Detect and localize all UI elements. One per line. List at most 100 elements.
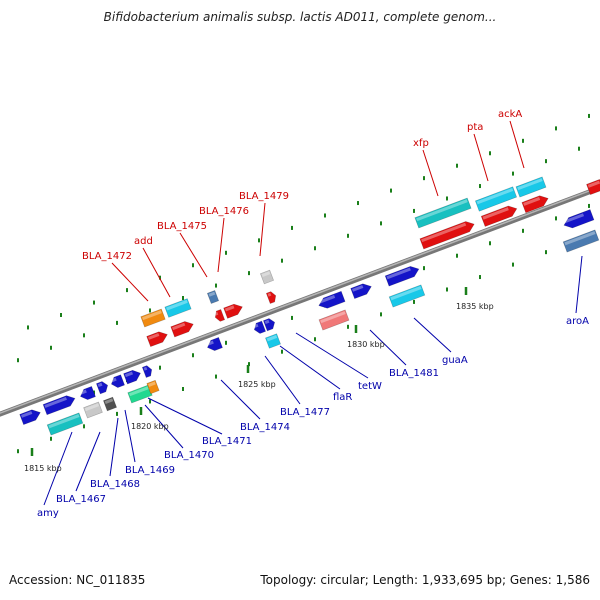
gene-feature-34[interactable] [259,269,275,285]
gene-feature-24[interactable] [164,298,192,318]
gene-feature-35[interactable] [265,290,277,304]
gene-feature-33[interactable] [223,302,245,319]
gene-highlight-17 [129,386,149,397]
gene-feature-8[interactable] [252,320,267,335]
gene-label-acka[interactable]: ackA [498,109,522,120]
gene-label-add[interactable]: add [134,236,153,247]
gene-feature-30[interactable] [146,329,170,348]
gene-feature-19[interactable] [265,333,281,349]
gene-feature-32[interactable] [213,309,226,322]
gene-feature-1[interactable] [42,393,77,416]
gene-feature-17[interactable] [127,384,153,404]
gene-highlight-26 [416,199,468,222]
leader-line-11 [124,409,136,463]
gene-highlight-9 [264,319,270,325]
gene-highlight-28 [517,178,543,191]
gene-feature-26[interactable] [414,197,472,229]
gene-highlight-12 [386,267,411,280]
gene-feature-14[interactable] [46,412,84,436]
scale-label-1825: 1825 kbp [238,380,276,389]
leader-line-15 [264,355,301,405]
gene-label-bla-1469[interactable]: BLA_1469 [125,465,175,476]
upper-gene-labels: BLA_1472 add BLA_1475 BLA_1476 BLA_1479 … [82,109,522,262]
gene-feature-10[interactable] [317,290,346,310]
gene-feature-31[interactable] [170,319,195,338]
gene-label-bla-1468[interactable]: BLA_1468 [90,479,140,490]
leader-line-14 [220,379,261,420]
gene-label-bla-1467[interactable]: BLA_1467 [56,494,106,505]
leader-line-4 [259,202,266,257]
gene-features [19,176,600,436]
gene-highlight-37 [482,207,509,220]
gene-label-flar[interactable]: flaR [333,392,352,403]
gene-highlight-16 [104,398,114,405]
label-leader-lines [43,120,583,506]
gene-feature-6[interactable] [141,364,153,378]
gene-feature-9[interactable] [262,317,276,332]
leader-line-10 [109,417,119,477]
gene-highlight-32 [214,311,219,316]
scale-label-1835: 1835 kbp [456,302,494,311]
topology-text: Topology: circular; Length: 1,933,695 bp… [260,573,590,587]
gene-highlight-23 [142,310,162,321]
gene-feature-27[interactable] [474,186,518,212]
gene-label-bla-1474[interactable]: BLA_1474 [240,422,290,433]
leader-line-12 [144,404,184,449]
gene-feature-0[interactable] [19,407,43,426]
gene-label-bla-1476[interactable]: BLA_1476 [199,206,249,217]
gene-feature-5[interactable] [123,368,143,385]
gene-label-bla-1470[interactable]: BLA_1470 [164,450,214,461]
gene-label-bla-1472[interactable]: BLA_1472 [82,251,132,262]
gene-label-bla-1477[interactable]: BLA_1477 [280,407,330,418]
gene-feature-11[interactable] [350,281,374,300]
gene-feature-16[interactable] [102,396,118,412]
lower-gene-labels: amy BLA_1467 BLA_1468 BLA_1469 BLA_1470 … [37,316,589,519]
gene-feature-37[interactable] [480,204,519,227]
leader-line-20 [575,255,583,314]
gene-feature-28[interactable] [515,176,547,198]
gene-label-aroa[interactable]: aroA [566,316,589,327]
gene-feature-38[interactable] [521,193,550,214]
scale-label-1820: 1820 kbp [131,422,169,431]
gene-highlight-31 [172,322,186,331]
gene-highlight-25 [208,291,216,297]
gene-highlight-38 [523,197,541,206]
gene-label-pta[interactable]: pta [467,122,483,133]
gene-label-guaa[interactable]: guaA [442,355,468,366]
gene-feature-23[interactable] [140,308,166,328]
gene-feature-7[interactable] [206,336,223,352]
gene-feature-4[interactable] [109,374,125,390]
leader-line-8 [43,431,73,506]
gene-feature-21[interactable] [388,284,426,308]
gene-feature-18[interactable] [146,379,160,395]
gene-feature-20[interactable] [318,309,350,331]
leader-line-19 [413,317,452,353]
gene-highlight-21 [390,286,422,301]
gene-highlight-5 [124,371,134,378]
gene-highlight-30 [147,333,160,340]
gene-highlight-0 [20,411,33,418]
gene-label-bla-1471[interactable]: BLA_1471 [202,436,252,447]
gene-label-bla-1475[interactable]: BLA_1475 [157,221,207,232]
gene-highlight-34 [261,271,271,278]
gene-highlight-7 [206,340,214,346]
gene-label-amy[interactable]: amy [37,508,59,519]
gene-label-tetw[interactable]: tetW [358,381,382,392]
gene-label-bla-1479[interactable]: BLA_1479 [239,191,289,202]
gene-label-bla-1481[interactable]: BLA_1481 [389,368,439,379]
gene-feature-15[interactable] [83,401,103,419]
gene-feature-12[interactable] [384,264,421,287]
gene-feature-36[interactable] [419,219,476,250]
leader-line-16 [279,345,341,390]
gene-highlight-19 [266,335,278,342]
gene-feature-25[interactable] [206,290,220,304]
gene-feature-3[interactable] [95,380,109,395]
gene-label-xfp[interactable]: xfp [413,138,429,149]
gene-feature-2[interactable] [79,385,96,401]
gene-feature-29[interactable] [586,178,600,196]
gene-highlight-15 [84,403,100,412]
gene-feature-22[interactable] [562,229,600,253]
gene-feature-13[interactable] [562,209,595,231]
leader-line-2 [179,232,208,278]
